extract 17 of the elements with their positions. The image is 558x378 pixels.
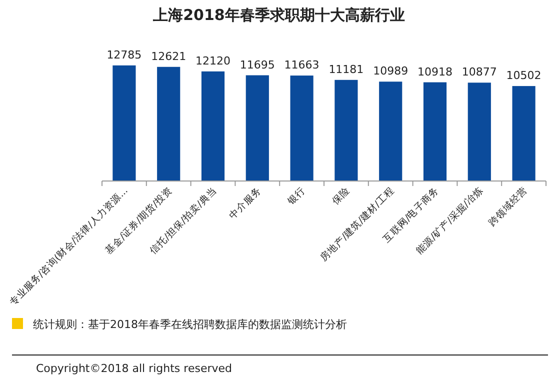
- chart-title: 上海2018年春季求职期十大高薪行业: [152, 6, 405, 24]
- data-label: 11663: [284, 58, 320, 72]
- x-tick-label: 银行: [285, 185, 308, 208]
- text: 统计规则：基于2018年春季在线招聘数据库的数据监测统计分析: [33, 318, 347, 331]
- data-label: 10989: [373, 64, 408, 78]
- data-label: 11695: [240, 58, 275, 72]
- data-label: 12621: [151, 50, 186, 63]
- x-tick-label: 保险: [330, 184, 352, 208]
- x-tick-label: 跨领域经营: [486, 184, 530, 228]
- data-label: 12120: [196, 54, 230, 68]
- data-label: 12785: [106, 48, 142, 62]
- data-label: 10877: [462, 66, 497, 79]
- x-tick-label: 中介服务: [226, 184, 264, 222]
- data-label: 11181: [328, 62, 364, 76]
- text: Copyright©2018 all rights reserved: [36, 362, 232, 375]
- data-label: 10502: [506, 69, 542, 82]
- data-label: 10918: [418, 65, 452, 78]
